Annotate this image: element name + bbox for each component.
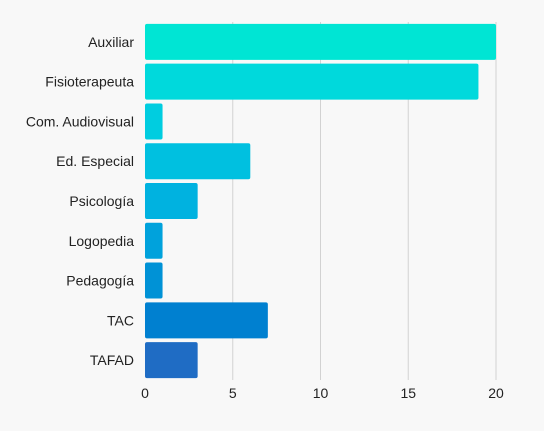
bar[interactable] [145,183,198,219]
category-label: Ed. Especial [56,153,134,169]
bar[interactable] [145,262,163,299]
x-tick-label: 5 [229,385,237,401]
bar[interactable] [145,222,163,259]
category-label: Pedagogía [66,273,134,289]
bar[interactable] [145,103,163,140]
category-label: Auxiliar [88,34,134,50]
category-label: Psicología [69,193,134,209]
category-label: Com. Audiovisual [26,113,134,129]
x-tick-label: 20 [488,385,504,401]
bar[interactable] [145,23,496,60]
bar[interactable] [145,63,479,100]
x-tick-labels: 0 5 10 15 20 [141,385,504,401]
bar[interactable] [145,342,198,379]
bar[interactable] [145,143,251,180]
bars [145,23,496,379]
category-label: TAC [107,312,134,328]
x-tick-label: 10 [313,385,329,401]
category-label: TAFAD [90,352,134,368]
x-tick-label: 0 [141,385,149,401]
bar[interactable] [145,302,268,339]
x-tick-label: 15 [400,385,416,401]
category-labels: Auxiliar Fisioterapeuta Com. Audiovisual Ed… [26,34,135,368]
category-label: Fisioterapeuta [45,74,134,90]
category-label: Logopedia [69,233,135,249]
